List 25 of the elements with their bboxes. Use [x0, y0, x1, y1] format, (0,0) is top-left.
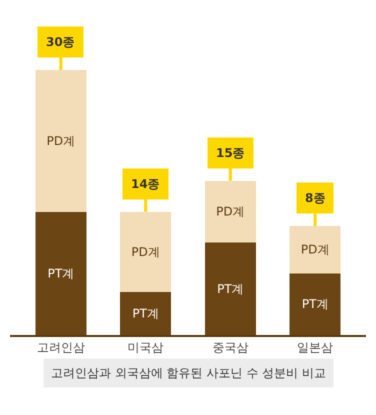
annotation: 30종 [46, 35, 75, 49]
bar [35, 70, 86, 212]
series-label: PT계 [302, 297, 328, 312]
x-tick-label: 중국삼 [212, 340, 248, 354]
x-tick-label: 고려인삼 [36, 340, 85, 354]
bar [204, 242, 256, 335]
series-label: PD계 [46, 134, 76, 148]
bar [290, 273, 341, 335]
x-tick-label: 미국삼 [128, 340, 164, 354]
text: PD계 [131, 244, 160, 259]
x-tick-label: 일본삼 [297, 340, 334, 354]
text: PT계 [132, 306, 159, 320]
text: 고려인삼과 외국삼에 함유된 사포닌 수 성분비 비교 [51, 366, 326, 380]
text: PD계 [216, 204, 245, 219]
bar [35, 212, 86, 335]
text: PD계 [300, 242, 330, 257]
text: PT계 [217, 282, 244, 296]
text: PT계 [48, 266, 74, 280]
annotation: 14종 [131, 177, 160, 191]
bar [204, 180, 256, 243]
annotation: 15종 [216, 146, 245, 160]
annotation: 8종 [305, 191, 326, 205]
bar [290, 226, 341, 274]
bar [120, 212, 172, 292]
bar [120, 292, 172, 335]
